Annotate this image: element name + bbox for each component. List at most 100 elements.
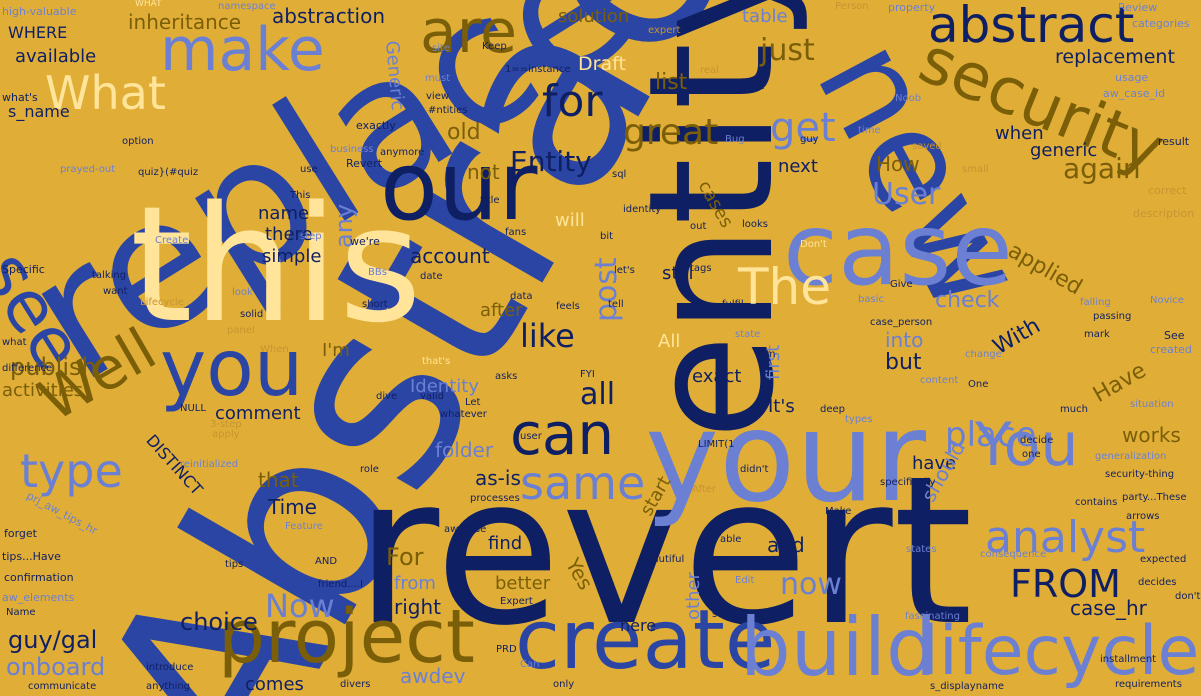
word-didnt: didn't [740, 464, 769, 475]
word-correct: correct [1148, 184, 1187, 197]
word-into: into [885, 328, 924, 352]
word-expected: expected [1140, 554, 1187, 565]
word-im2: I'm [760, 349, 776, 360]
word-out: out [690, 221, 707, 232]
word-draft: Draft [578, 53, 626, 75]
word-just: just [760, 33, 815, 68]
word-high-valuable: high-valuable [2, 5, 77, 18]
word-date: date [420, 271, 443, 282]
word-communicate: communicate [28, 681, 97, 692]
word-bbs: BBs [368, 267, 387, 278]
word-business: business [330, 144, 374, 155]
word-consequence: consequence [980, 549, 1047, 560]
word-step: step [300, 231, 322, 242]
word-categories: categories [1132, 17, 1190, 30]
word-the: The [738, 258, 831, 316]
word-decides: decides [1138, 577, 1177, 588]
word-introduce: introduce [146, 662, 194, 673]
word-person: Person [835, 1, 869, 12]
word-tips-have: tips...Have [2, 550, 61, 563]
word-generic: Generic [381, 39, 409, 112]
word-noob: Noob [895, 93, 922, 104]
word-our: our [380, 132, 538, 242]
word-when: when [995, 123, 1044, 144]
word-are: are [420, 0, 518, 67]
word-asks: asks [495, 371, 518, 382]
word-dive: dive [376, 391, 398, 402]
word-case: case [783, 191, 1013, 308]
word-old: old [447, 120, 481, 145]
word-project: project [218, 594, 475, 680]
word-will: will [555, 210, 585, 231]
word-get: get [770, 105, 836, 151]
word-still: still [662, 263, 694, 284]
word-generalization: generalization [1095, 451, 1167, 462]
word-comment: comment [215, 403, 301, 424]
word-add: add [767, 533, 805, 557]
word-description: description [1133, 207, 1195, 220]
word-title: title [480, 195, 500, 206]
word-create: create [515, 593, 776, 688]
word-after2: After [692, 484, 717, 495]
word-view: view [426, 91, 450, 102]
word-make2: Make [825, 506, 852, 517]
word-activities: activities [2, 380, 84, 401]
word-apply: apply [212, 429, 240, 440]
word-role: role [360, 464, 379, 475]
word-time2: time [858, 125, 881, 136]
word-own: own [710, 554, 731, 565]
word-as-is: as-is [475, 466, 521, 490]
word-tell: tell [608, 299, 624, 310]
word-generic2: generic [1030, 140, 1098, 161]
word-much: much [1060, 404, 1088, 415]
word-sql: sql [612, 169, 627, 180]
word-what: What [45, 66, 166, 120]
word-again: again [1063, 152, 1141, 185]
word-tips: tips [225, 559, 244, 570]
word-artifact: artifact [728, 81, 765, 92]
word-s-displayname: s_displayname [930, 681, 1005, 692]
word-from: from [394, 573, 436, 594]
word-beautiful: beautiful [640, 554, 685, 565]
word-after: after [480, 300, 523, 321]
word-decide: decide [1020, 435, 1054, 446]
word-identity: Identity [410, 376, 479, 397]
word-user: User [872, 177, 941, 212]
word-friend: friend....I [318, 579, 363, 590]
word-this2: This [290, 190, 311, 201]
word-falling: falling [1080, 297, 1111, 308]
word-null: NULL [180, 403, 206, 414]
word-feature: Feature [285, 521, 323, 532]
word-when2: When [260, 344, 289, 355]
word-able: able [720, 534, 742, 545]
word-requirements: requirements [1115, 679, 1182, 690]
word-fulfil: fulfil [722, 299, 744, 310]
word-fans: fans [505, 227, 527, 238]
word-namespace: namespace [218, 1, 276, 12]
word-look: look [232, 287, 253, 298]
word-solution: solution [558, 6, 630, 27]
word-revert2: Revert [346, 157, 383, 170]
word-other: other [683, 572, 704, 620]
word-specifically: specifically [880, 477, 936, 488]
word-tags: tags [690, 263, 712, 274]
word-can: can [510, 400, 615, 468]
word-forget: forget [4, 527, 37, 540]
word-make: make [160, 15, 325, 85]
word-lifecycle2: Lifecycle [140, 297, 184, 308]
word-publish: publish [10, 353, 97, 381]
word-for: for [542, 76, 603, 127]
word-property: property [888, 1, 936, 14]
word-but: but [885, 350, 922, 375]
word-quiz: quiz}(#quiz [138, 167, 199, 178]
word-abstraction: abstraction [272, 4, 385, 28]
word-like: like [520, 317, 575, 355]
word-abstract-top: abstract [928, 0, 1135, 54]
word-place: place [945, 415, 1037, 455]
word-exactly: exactly [356, 119, 396, 132]
word-real: real [700, 65, 719, 76]
word-available: available [15, 46, 97, 67]
word-this: this [130, 171, 422, 358]
word-keep: Keep [482, 41, 507, 52]
word-thats: that's [422, 356, 451, 367]
